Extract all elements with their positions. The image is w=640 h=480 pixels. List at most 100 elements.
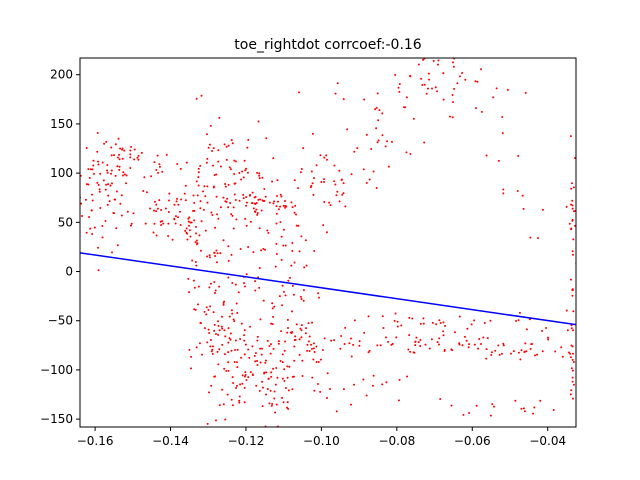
- scatter-point: [303, 266, 306, 269]
- scatter-point: [295, 323, 298, 326]
- scatter-point: [246, 146, 249, 149]
- scatter-point: [193, 308, 196, 311]
- scatter-point: [97, 163, 100, 166]
- scatter-point: [227, 245, 230, 248]
- x-tick-label: −0.12: [228, 434, 265, 448]
- scatter-point: [245, 201, 248, 204]
- scatter-point: [385, 336, 388, 339]
- scatter-point: [96, 181, 99, 184]
- scatter-point: [275, 252, 278, 255]
- scatter-point: [302, 299, 305, 302]
- scatter-point: [379, 344, 382, 347]
- scatter-point: [367, 351, 370, 354]
- scatter-point: [85, 183, 88, 186]
- scatter-point: [121, 157, 124, 160]
- scatter-point: [368, 349, 371, 352]
- scatter-point: [232, 318, 235, 321]
- scatter-point: [376, 344, 379, 347]
- scatter-point: [143, 176, 146, 179]
- scatter-point: [235, 387, 238, 390]
- scatter-point: [239, 248, 242, 251]
- scatter-point: [207, 391, 210, 394]
- scatter-point: [502, 188, 505, 191]
- scatter-point: [153, 200, 156, 203]
- scatter-point: [312, 177, 315, 180]
- scatter-point: [534, 354, 537, 357]
- scatter-point: [514, 399, 517, 402]
- scatter-point: [334, 183, 337, 186]
- scatter-point: [353, 383, 356, 386]
- scatter-point: [241, 170, 244, 173]
- x-axis-ticks: −0.16 −0.14 −0.12 −0.10 −0.08 −0.06 −0.04: [77, 427, 566, 448]
- scatter-point: [387, 165, 390, 168]
- scatter-point: [96, 150, 99, 153]
- scatter-point: [394, 312, 397, 315]
- scatter-point: [282, 401, 285, 404]
- scatter-point: [291, 375, 294, 378]
- scatter-point: [206, 157, 209, 160]
- scatter-point: [339, 347, 342, 350]
- scatter-point: [227, 361, 230, 364]
- scatter-point: [451, 116, 454, 119]
- scatter-point: [326, 372, 329, 375]
- scatter-point: [479, 68, 482, 71]
- scatter-point: [230, 213, 233, 216]
- scatter-point: [325, 231, 328, 234]
- scatter-point: [299, 327, 302, 330]
- scatter-point: [284, 340, 287, 343]
- scatter-point: [264, 195, 267, 198]
- scatter-point: [167, 222, 170, 225]
- scatter-point: [307, 340, 310, 343]
- scatter-point: [91, 168, 94, 171]
- scatter-point: [400, 324, 403, 327]
- scatter-point: [273, 397, 276, 400]
- scatter-point: [191, 259, 194, 262]
- scatter-point: [497, 159, 500, 162]
- scatter-point: [197, 285, 200, 288]
- y-tick-label: 100: [50, 166, 73, 180]
- scatter-point: [396, 320, 399, 323]
- scatter-point: [302, 289, 305, 292]
- scatter-point: [183, 192, 186, 195]
- scatter-point: [427, 72, 430, 75]
- scatter-point: [227, 341, 230, 344]
- scatter-point: [253, 210, 256, 213]
- scatter-point: [377, 139, 380, 142]
- x-tick-label: −0.16: [77, 434, 114, 448]
- scatter-point: [214, 419, 217, 422]
- scatter-point: [350, 173, 353, 176]
- scatter-point: [252, 251, 255, 254]
- scatter-point: [276, 376, 279, 379]
- scatter-point: [282, 228, 285, 231]
- scatter-point: [237, 291, 240, 294]
- scatter-point: [221, 343, 224, 346]
- scatter-point: [190, 367, 193, 370]
- scatter-point: [281, 353, 284, 356]
- scatter-point: [184, 229, 187, 232]
- scatter-point: [180, 198, 183, 201]
- scatter-point: [227, 351, 230, 354]
- scatter-point: [565, 309, 568, 312]
- scatter-point: [407, 348, 410, 351]
- scatter-point: [435, 323, 438, 326]
- scatter-point: [340, 178, 343, 181]
- scatter-point: [266, 387, 269, 390]
- scatter-point: [192, 194, 195, 197]
- scatter-point: [572, 238, 575, 241]
- scatter-point: [279, 205, 282, 208]
- scatter-point: [97, 184, 100, 187]
- scatter-point: [281, 284, 284, 287]
- scatter-point: [371, 384, 374, 387]
- scatter-point: [311, 182, 314, 185]
- scatter-point: [103, 142, 106, 145]
- scatter-point: [412, 117, 415, 120]
- scatter-point: [570, 203, 573, 206]
- scatter-point: [234, 160, 237, 163]
- scatter-point: [280, 235, 283, 238]
- scatter-point: [272, 315, 275, 318]
- scatter-point: [254, 352, 257, 355]
- scatter-point: [212, 164, 215, 167]
- scatter-point: [293, 359, 296, 362]
- scatter-point: [254, 289, 257, 292]
- scatter-point: [210, 211, 213, 214]
